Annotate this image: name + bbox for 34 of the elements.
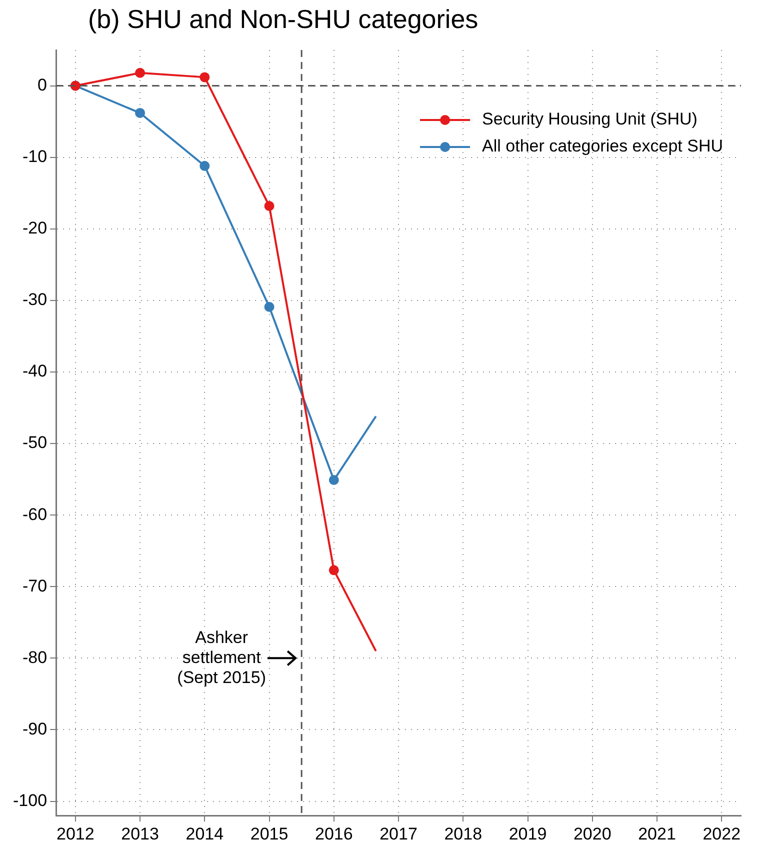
y-tick-label: 0 <box>38 75 48 94</box>
x-tick-label: 2019 <box>508 824 547 844</box>
x-tick-label: 2022 <box>702 824 741 844</box>
y-tick-label: -70 <box>22 576 48 596</box>
y-tick-label: -100 <box>12 790 48 810</box>
x-tick-label: 2018 <box>444 824 482 844</box>
y-tick-label: -40 <box>22 362 48 381</box>
x-tick-label: 2017 <box>380 824 418 844</box>
x-tick-label: 2020 <box>573 824 612 844</box>
point <box>328 565 339 576</box>
point <box>264 200 274 211</box>
point <box>135 68 146 78</box>
x-tick-label: 2015 <box>250 824 288 844</box>
x-tick-label: 2016 <box>314 824 353 844</box>
x-tick-label: 2014 <box>186 824 224 844</box>
y-tick-label: -30 <box>22 290 48 310</box>
y-tick-label: -80 <box>22 648 48 667</box>
chart-title: (b) SHU and Non-SHU categories <box>88 4 478 35</box>
x-tick-label: 2021 <box>638 824 676 844</box>
y-tick-label: -10 <box>22 147 48 166</box>
point <box>200 160 210 171</box>
point <box>264 302 274 312</box>
point <box>200 72 210 82</box>
point <box>135 108 146 118</box>
y-tick-label: -90 <box>22 719 48 738</box>
legend-label: All other categories except SHU <box>482 136 724 156</box>
legend-label: Security Housing Unit (SHU) <box>482 110 698 129</box>
y-tick-label: -60 <box>22 504 48 524</box>
y-tick-label: -20 <box>22 218 48 238</box>
point <box>328 475 339 486</box>
x-tick-label: 2012 <box>56 824 94 844</box>
y-tick-label: -50 <box>22 433 48 452</box>
x-tick-label: 2013 <box>121 824 159 844</box>
annotation: Ashker settlement (Sept 2015) <box>177 628 266 687</box>
